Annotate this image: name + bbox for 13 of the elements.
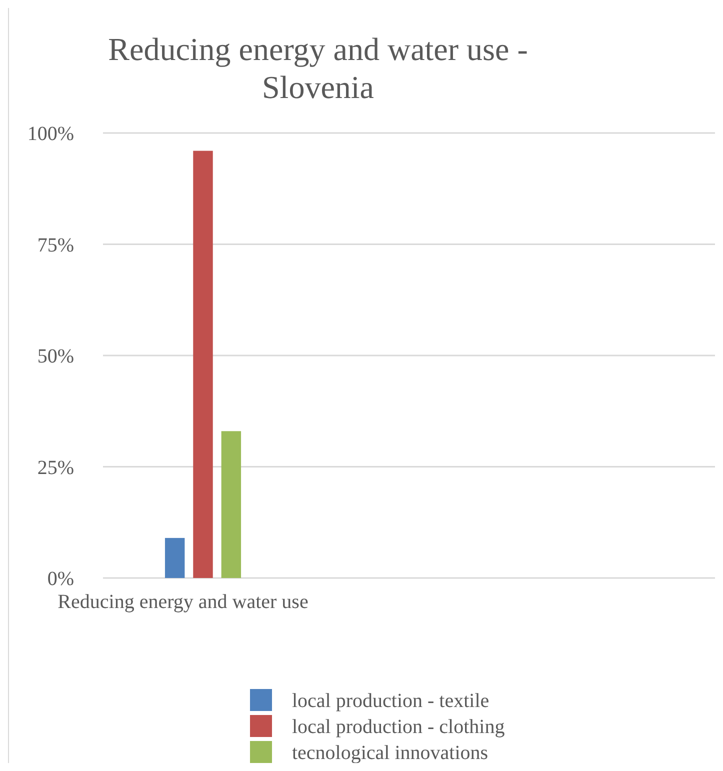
- bar: [164, 538, 185, 578]
- y-tick-label: 50%: [37, 346, 74, 368]
- legend-label: tecnological innovations: [292, 742, 488, 764]
- bar: [193, 150, 213, 578]
- legend-label: local production - textile: [292, 690, 490, 712]
- y-tick-label: 75%: [37, 234, 74, 256]
- y-tick-label: 100%: [27, 123, 74, 145]
- x-tick-label: Reducing energy and water use: [58, 591, 308, 613]
- y-tick-label: 25%: [37, 456, 74, 479]
- bar: [221, 431, 242, 578]
- text: Reducing energy and water use - Slovenia: [108, 31, 528, 105]
- y-tick-label: 0%: [47, 568, 74, 590]
- legend-label: local production - clothing: [292, 716, 505, 738]
